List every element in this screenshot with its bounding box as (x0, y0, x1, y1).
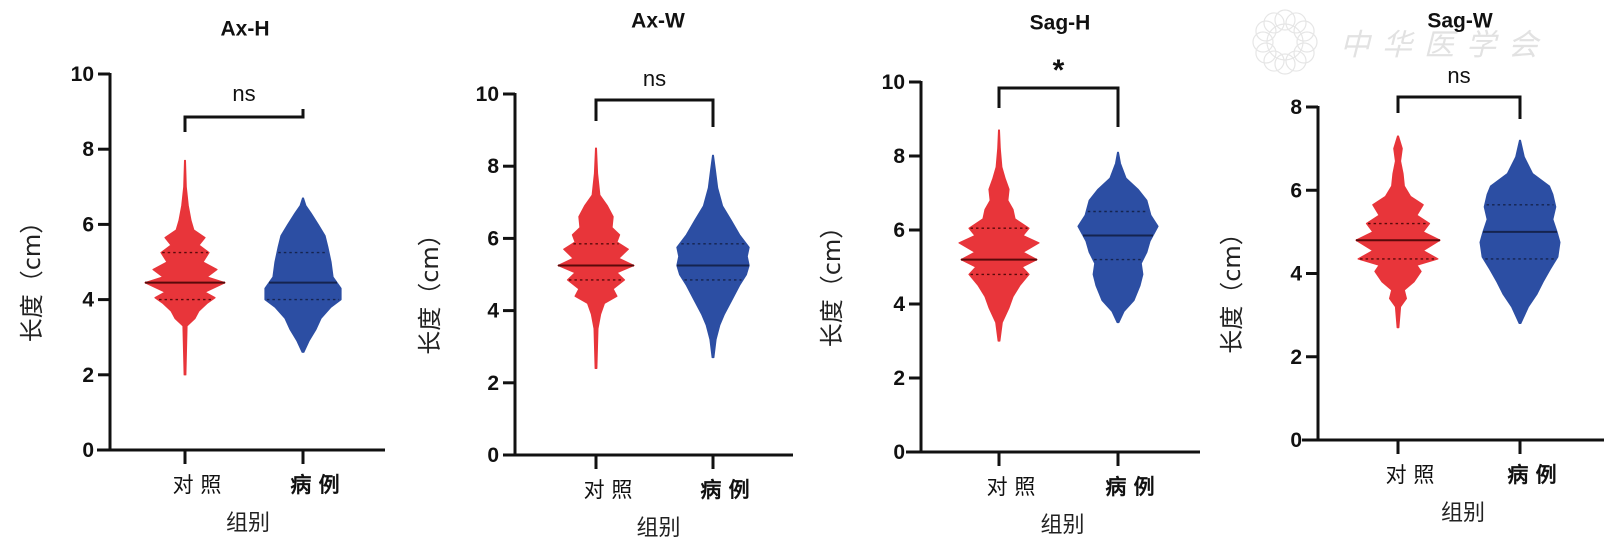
y-tick-label: 4 (893, 293, 905, 316)
category-label-case: 病 例 (290, 473, 339, 497)
y-tick-label: 0 (1290, 429, 1302, 452)
significance-label: ns (643, 66, 666, 91)
y-tick-label: 0 (82, 439, 94, 462)
y-tick-label: 10 (476, 83, 499, 106)
category-label-control: 对 照 (173, 473, 222, 497)
category-label-control: 对 照 (1386, 463, 1435, 487)
category-label-case: 病 例 (700, 478, 749, 502)
y-tick-label: 8 (893, 145, 905, 168)
watermark-seal-petal (1263, 50, 1285, 72)
watermark-seal-petal (1293, 20, 1315, 42)
watermark-seal-petal (1285, 50, 1307, 72)
x-axis-label: 组别 (1441, 501, 1485, 526)
panel-sag-w: Sag-W 0 2 4 6 8 对 照 病 例组别 长度（cm） ns (1218, 10, 1604, 526)
watermark-text: 中华医学会 (1340, 28, 1550, 63)
y-tick-label: 6 (1290, 179, 1302, 202)
watermark-seal-petal (1252, 31, 1274, 53)
y-tick-label: 6 (893, 219, 905, 242)
watermark-seal-petal (1285, 12, 1307, 34)
y-tick-label: 4 (82, 289, 94, 312)
watermark-seal-petal (1255, 42, 1277, 64)
category-label-case: 病 例 (1507, 463, 1556, 487)
y-tick-label: 2 (893, 367, 905, 390)
y-tick-label: 10 (882, 71, 905, 94)
y-tick-label: 8 (487, 155, 499, 178)
violin-case (676, 154, 750, 359)
significance-label: ns (1447, 63, 1470, 88)
chart-title: Sag-W (1427, 10, 1493, 33)
violin-control (144, 159, 226, 376)
y-tick-label: 6 (487, 227, 499, 250)
violin-case (264, 197, 342, 353)
panel-ax-h: Ax-H 0 2 4 6 8 10 对 照 病 例组别 长度（cm） ns (18, 18, 385, 536)
significance-bracket (997, 86, 1120, 127)
x-axis-label: 组别 (1040, 513, 1084, 538)
violin-control (1355, 135, 1441, 329)
y-axis-label: 长度（cm） (416, 222, 444, 355)
y-tick-label: 6 (82, 213, 94, 236)
watermark-seal-petal (1293, 42, 1315, 64)
watermark: 中华医学会 (1252, 9, 1550, 75)
y-axis-label: 长度（cm） (818, 215, 846, 348)
watermark-seal-icon (1266, 23, 1304, 61)
violin-case (1077, 151, 1159, 324)
y-tick-label: 2 (487, 372, 499, 395)
category-label-control: 对 照 (987, 475, 1036, 499)
chart-title: Ax-H (220, 18, 269, 41)
y-tick-label: 0 (893, 441, 905, 464)
watermark-seal-petal (1263, 12, 1285, 34)
chart-title: Ax-W (631, 10, 685, 33)
y-tick-label: 8 (82, 138, 94, 161)
y-axis-label: 长度（cm） (1218, 221, 1246, 354)
y-tick-label: 10 (71, 63, 94, 86)
category-label-case: 病 例 (1105, 475, 1154, 499)
significance-label: * (1053, 54, 1065, 87)
significance-label: ns (232, 81, 255, 106)
y-tick-label: 2 (82, 364, 94, 387)
panel-sag-h: Sag-H 0 2 4 6 8 10 对 照 病 例组别 长度（cm） * (818, 12, 1200, 538)
watermark-seal-petal (1274, 53, 1296, 75)
watermark-seal-petal (1296, 31, 1318, 53)
y-tick-label: 8 (1290, 96, 1302, 119)
chart-title: Sag-H (1030, 12, 1091, 35)
violin-control (557, 147, 635, 369)
significance-bracket (594, 98, 715, 127)
watermark-seal-petal (1255, 20, 1277, 42)
x-axis-label: 组别 (636, 516, 680, 541)
y-tick-label: 2 (1290, 346, 1302, 369)
watermark-seal-petal (1274, 9, 1296, 31)
panel-ax-w: Ax-W 0 2 4 6 8 10 对 照 病 例组别 长度（cm） ns (416, 10, 793, 541)
category-label-control: 对 照 (584, 478, 633, 502)
x-axis-label: 组别 (226, 511, 270, 536)
y-axis-label: 长度（cm） (18, 210, 46, 343)
y-tick-label: 4 (487, 300, 499, 323)
significance-bracket (1396, 95, 1522, 119)
y-tick-label: 0 (487, 444, 499, 467)
violin-control (958, 129, 1040, 342)
y-tick-label: 4 (1290, 263, 1302, 286)
significance-bracket (183, 109, 305, 132)
